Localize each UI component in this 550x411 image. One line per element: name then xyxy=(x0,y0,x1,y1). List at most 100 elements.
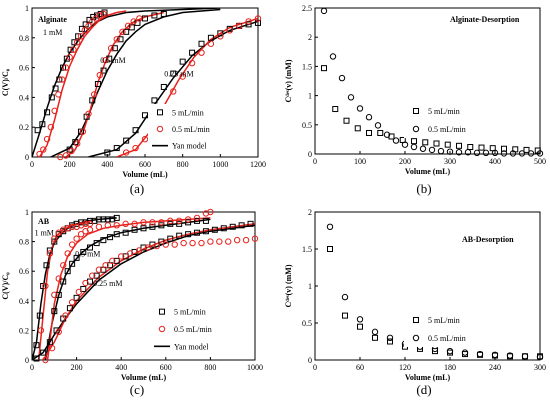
data-point xyxy=(383,131,391,138)
y-tick-label: 0.4 xyxy=(19,297,29,306)
data-point xyxy=(109,216,116,223)
data-point xyxy=(126,250,134,257)
data-series xyxy=(42,235,259,364)
data-point xyxy=(175,217,183,225)
legend: 5 mL/min 0.5 mL/min Yan model xyxy=(148,104,254,154)
data-point xyxy=(176,232,183,239)
data-point xyxy=(327,246,333,252)
data-point xyxy=(131,220,138,228)
chart-title: Alginate xyxy=(38,15,67,24)
data-point xyxy=(456,142,462,149)
data-point xyxy=(144,244,152,251)
data-point xyxy=(62,312,69,319)
data-point xyxy=(142,112,148,119)
panel-label: (a) xyxy=(130,181,144,196)
data-point xyxy=(247,220,254,227)
data-point xyxy=(60,262,67,269)
y-tick-label: 1 xyxy=(25,208,29,217)
data-point xyxy=(91,217,98,224)
data-point xyxy=(329,53,337,60)
data-point xyxy=(467,143,474,150)
curve-annotation: 0.5 mM xyxy=(75,249,100,258)
data-point xyxy=(207,208,214,216)
data-series xyxy=(36,10,107,158)
data-point xyxy=(113,214,120,221)
legend-swatch xyxy=(158,325,166,333)
legend: 5 mL/min 0.5 mL/min xyxy=(404,102,532,138)
data-series xyxy=(51,217,209,315)
curve-annotation: 1 mM xyxy=(43,28,62,37)
x-axis-label: Volume (mL) xyxy=(405,373,451,382)
data-point xyxy=(158,238,165,245)
data-point xyxy=(167,220,174,227)
data-point xyxy=(80,248,87,255)
data-point xyxy=(217,33,224,40)
data-point xyxy=(42,282,49,290)
data-point xyxy=(51,235,58,242)
legend-label: 0.5 mL/min xyxy=(172,125,210,134)
data-point xyxy=(117,36,124,43)
data-point xyxy=(171,241,178,248)
data-point xyxy=(104,149,111,156)
data-point xyxy=(56,76,63,83)
data-point xyxy=(72,139,79,146)
curve-annotation: 1 mM xyxy=(35,229,54,238)
data-point xyxy=(198,40,205,47)
data-point xyxy=(229,223,236,230)
data-point xyxy=(179,58,186,65)
data-point xyxy=(95,223,103,231)
data-point xyxy=(141,135,149,143)
data-point xyxy=(136,15,143,22)
data-point xyxy=(43,262,50,269)
data-point xyxy=(64,225,71,232)
data-point xyxy=(140,225,147,232)
legend-swatch xyxy=(412,334,420,342)
y-tick-label: 1.5 xyxy=(302,62,312,71)
data-point xyxy=(387,338,393,345)
data-series xyxy=(51,208,214,299)
x-tick-label: 1200 xyxy=(250,160,266,169)
data-point xyxy=(536,150,544,157)
x-tick-label: 0 xyxy=(30,363,34,372)
data-point xyxy=(123,137,130,144)
data-point xyxy=(356,316,364,323)
legend-swatch xyxy=(412,125,420,133)
data-point xyxy=(478,144,485,151)
y-tick-label: 0.6 xyxy=(19,267,29,276)
data-point xyxy=(89,272,96,279)
data-point xyxy=(48,344,56,352)
data-point xyxy=(75,288,83,296)
data-point xyxy=(73,254,80,261)
chart-panel-a: 0 200 400 600 800 1000 1200 0 0.2 0.4 0.6 0.8 1 Volum… xyxy=(1,4,266,196)
data-point xyxy=(158,222,165,229)
y-tick-label: 1.5 xyxy=(302,245,312,254)
data-point xyxy=(446,347,454,355)
data-point xyxy=(95,216,102,223)
data-point xyxy=(55,275,62,282)
data-point xyxy=(113,145,120,152)
x-tick-label: 500 xyxy=(534,157,546,166)
data-point xyxy=(51,107,58,115)
data-point xyxy=(85,22,92,30)
data-point xyxy=(51,291,58,299)
data-point xyxy=(176,220,183,227)
data-point xyxy=(226,27,233,34)
x-tick-label: 1000 xyxy=(247,363,263,372)
data-point xyxy=(36,312,43,319)
data-point xyxy=(135,247,143,254)
data-point xyxy=(185,219,192,226)
data-point xyxy=(46,339,53,346)
curve-annotation: 0.25 mM xyxy=(164,70,193,79)
data-point xyxy=(34,127,41,134)
data-point xyxy=(242,236,250,244)
data-point xyxy=(55,229,62,236)
data-point xyxy=(113,231,120,238)
data-point xyxy=(96,12,104,19)
data-point xyxy=(202,217,209,224)
y-tick-label: 0 xyxy=(308,150,312,159)
data-point xyxy=(347,94,355,101)
data-point xyxy=(94,80,101,87)
data-point xyxy=(202,210,210,217)
data-point xyxy=(437,147,445,155)
data-point xyxy=(189,49,196,56)
